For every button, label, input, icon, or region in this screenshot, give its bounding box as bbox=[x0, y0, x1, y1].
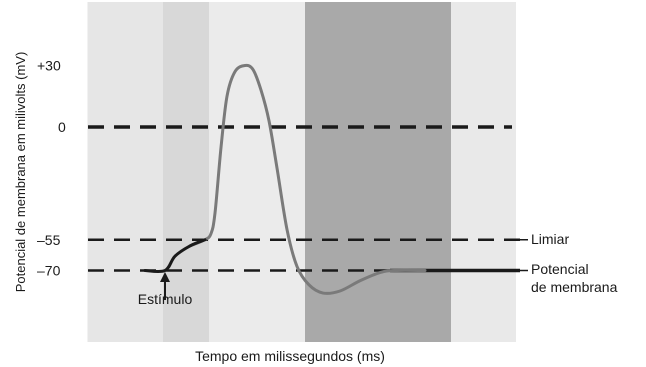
stimulus-curve-segment bbox=[143, 238, 207, 274]
x-axis-title: Tempo em milissegundos (ms) bbox=[195, 348, 385, 364]
stimulus-label: Estímulo bbox=[138, 291, 193, 307]
y-tick-labels: +30 0 –55 –70 bbox=[37, 58, 66, 279]
phase-band-hyperpolarization bbox=[305, 2, 451, 342]
y-tick-label-3: –70 bbox=[37, 263, 61, 279]
y-tick-label-2: –55 bbox=[37, 232, 61, 248]
phase-band-rest bbox=[451, 2, 516, 342]
stimulus-arrow bbox=[160, 272, 170, 300]
y-tick-label-0: +30 bbox=[37, 58, 61, 74]
action-potential-curve bbox=[188, 63, 427, 295]
reference-lines bbox=[88, 125, 520, 272]
phase-band-repolarization bbox=[209, 2, 305, 342]
resting-potential-label-line2: de membrana bbox=[531, 279, 618, 295]
resting-potential-label-line1: Potencial bbox=[531, 261, 589, 277]
y-axis-title: Potencial de membrana em milivolts (mV) bbox=[13, 52, 28, 293]
threshold-label: Limiar bbox=[531, 231, 569, 247]
y-tick-label-1: 0 bbox=[58, 119, 66, 135]
phase-band-depolarization bbox=[163, 2, 209, 342]
